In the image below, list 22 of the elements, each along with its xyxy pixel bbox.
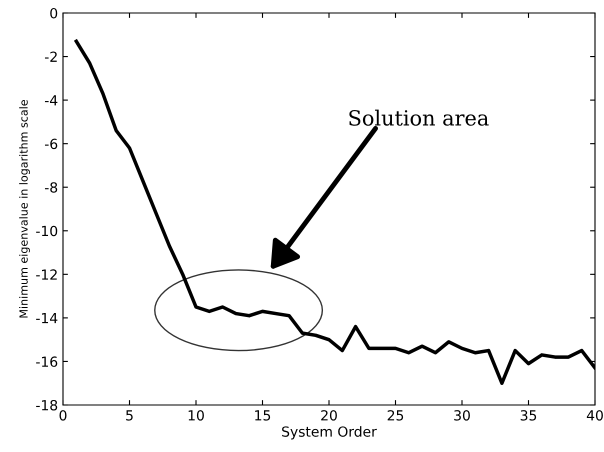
x-tick-label: 15: [255, 410, 270, 421]
y-axis-title: Minimum eigenvalue in logarithm scale: [19, 100, 30, 318]
y-tick-label: -2: [44, 52, 57, 62]
y-tick-label: -8: [44, 182, 58, 193]
annotation: Solution area: [349, 110, 489, 126]
x-tick-label: 35: [520, 410, 536, 421]
y-tick-label: -12: [36, 269, 57, 280]
y-tick-label: -16: [36, 356, 58, 367]
x-tick-label: 10: [188, 410, 204, 421]
y-tick-label: 0: [50, 8, 58, 18]
x-tick-label: 30: [454, 410, 470, 421]
x-tick-label: 0: [59, 410, 66, 421]
x-tick-label: 5: [126, 410, 133, 421]
x-tick-label: 20: [321, 410, 337, 421]
y-tick-label: -18: [36, 400, 58, 410]
x-tick-label: 40: [586, 410, 603, 421]
y-tick-label: -14: [36, 313, 58, 324]
y-tick-label: -10: [36, 226, 58, 236]
x-axis-title: System Order: [282, 426, 377, 440]
x-tick-label: 25: [388, 410, 404, 421]
y-tick-label: -6: [44, 138, 58, 150]
y-tick-label: -4: [44, 95, 58, 106]
